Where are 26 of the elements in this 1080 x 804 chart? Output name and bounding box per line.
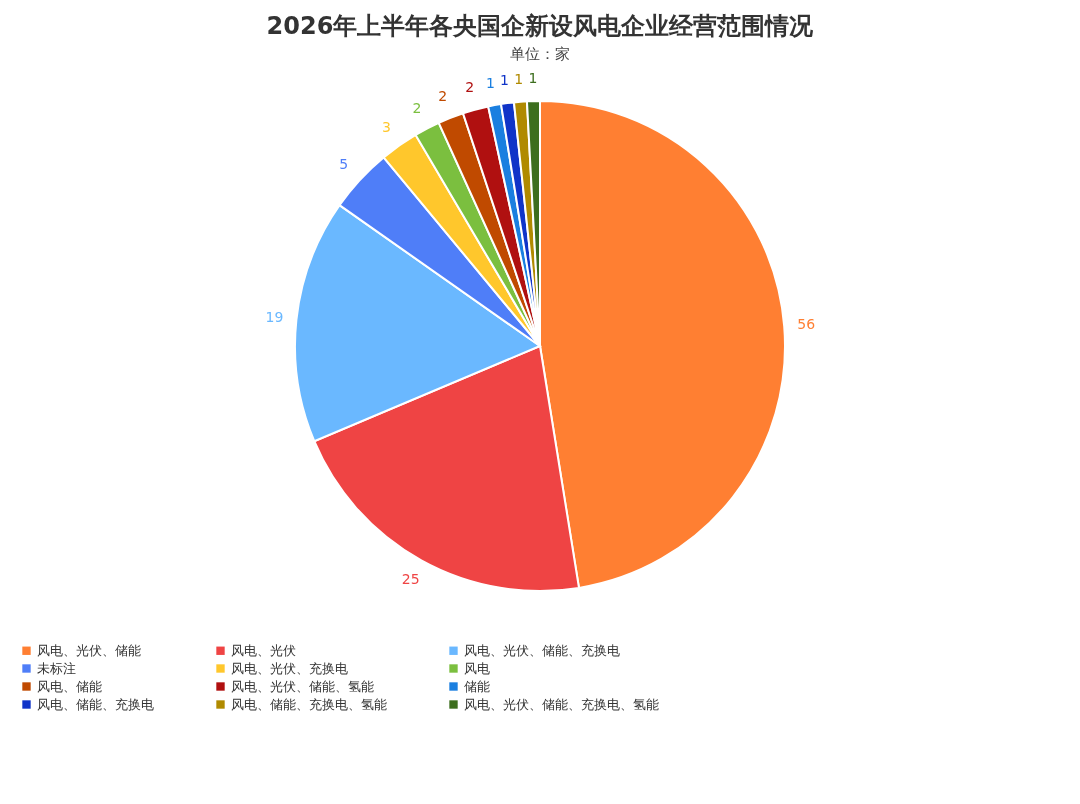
legend-label: 风电、储能、充换电 — [37, 696, 154, 712]
data-label: 1 — [486, 74, 495, 91]
legend-label: 未标注 — [37, 660, 76, 676]
legend-label: 风电、储能 — [37, 678, 102, 694]
data-label: 25 — [401, 570, 420, 587]
legend-label: 风电、光伏、储能 — [37, 642, 141, 658]
legend-label: 风电、光伏、充换电 — [231, 660, 348, 676]
data-label: 19 — [265, 308, 284, 325]
legend-label: 风电 — [464, 660, 490, 676]
data-label: 2 — [438, 88, 448, 105]
chart-title: 2026年上半年各央国企新设风电企业经营范围情况 — [266, 12, 815, 40]
data-label: 3 — [382, 118, 391, 135]
legend-label: 风电、储能、充换电、氢能 — [231, 696, 387, 712]
legend-label: 风电、光伏、储能、充换电、氢能 — [464, 696, 659, 712]
data-label: 5 — [339, 155, 349, 172]
legend-label: 风电、光伏、储能、充换电 — [464, 642, 620, 658]
legend-label: 储能 — [464, 678, 490, 694]
data-label: 1 — [514, 70, 524, 87]
legend-label: 风电、光伏、储能、氢能 — [231, 678, 374, 694]
data-label: 1 — [528, 70, 538, 87]
legend-label: 风电、光伏 — [231, 642, 296, 658]
data-label: 56 — [797, 315, 816, 332]
chart-subtitle: 单位：家 — [510, 45, 570, 63]
data-label: 2 — [465, 79, 475, 96]
data-label: 1 — [500, 72, 510, 89]
data-label: 2 — [412, 100, 422, 117]
